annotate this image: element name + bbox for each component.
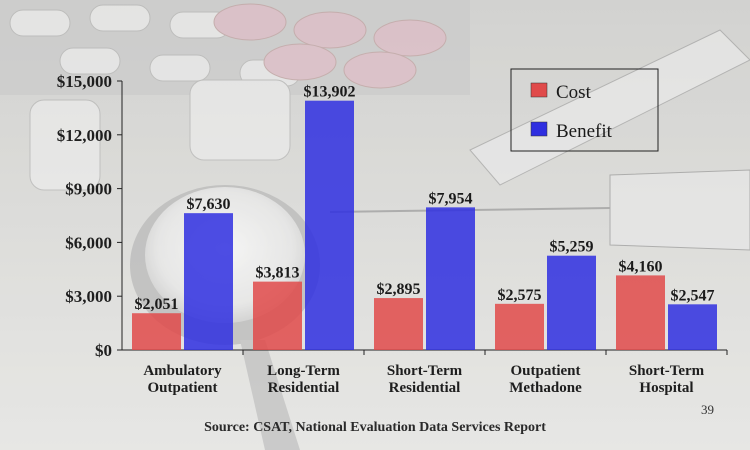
x-tick-label: Short-Term Residential (387, 363, 463, 396)
x-tick-label: Long-Term Residential (267, 363, 340, 396)
legend-label-cost: Cost (556, 82, 592, 103)
data-label-benefit: $5,259 (550, 239, 594, 256)
x-tick-label: Short-Term Hospital (629, 363, 705, 396)
bar-benefit (184, 213, 233, 350)
data-label-cost: $2,575 (498, 287, 542, 304)
source-note: Source: CSAT, National Evaluation Data S… (204, 420, 546, 435)
bar-benefit (547, 255, 596, 350)
legend-swatch-benefit (530, 121, 548, 137)
bar-cost (374, 298, 423, 350)
data-label-cost: $4,160 (619, 258, 663, 275)
bar-benefit (668, 304, 717, 350)
bar-cost (495, 303, 544, 350)
data-label-cost: $2,895 (377, 281, 421, 298)
bar-cost (132, 313, 181, 350)
x-tick-label: Ambulatory Outpatient (143, 363, 222, 396)
data-label-cost: $2,051 (135, 296, 179, 313)
y-tick-label: $12,000 (57, 126, 112, 145)
legend-label-benefit: Benefit (556, 121, 613, 142)
data-label-benefit: $13,902 (304, 84, 356, 101)
bar-benefit (426, 207, 475, 350)
slide-number: 39 (701, 402, 714, 417)
bar-cost (616, 275, 665, 350)
y-tick-label: $15,000 (57, 72, 112, 91)
legend-swatch-cost (530, 82, 548, 98)
data-label-cost: $3,813 (256, 265, 300, 282)
y-tick-label: $0 (95, 341, 112, 360)
bar-benefit (305, 100, 354, 351)
x-tick-label: Outpatient Methadone (509, 363, 582, 396)
data-label-benefit: $2,547 (671, 287, 715, 304)
bar-cost (253, 281, 302, 350)
data-label-benefit: $7,630 (187, 196, 231, 213)
legend: Cost Benefit (510, 68, 659, 152)
y-tick-label: $3,000 (65, 287, 112, 306)
data-label-benefit: $7,954 (429, 190, 473, 207)
pill-blister-pack (0, 0, 470, 191)
y-tick-label: $6,000 (65, 233, 112, 252)
legend-box (510, 68, 659, 152)
y-tick-label: $9,000 (65, 180, 112, 199)
